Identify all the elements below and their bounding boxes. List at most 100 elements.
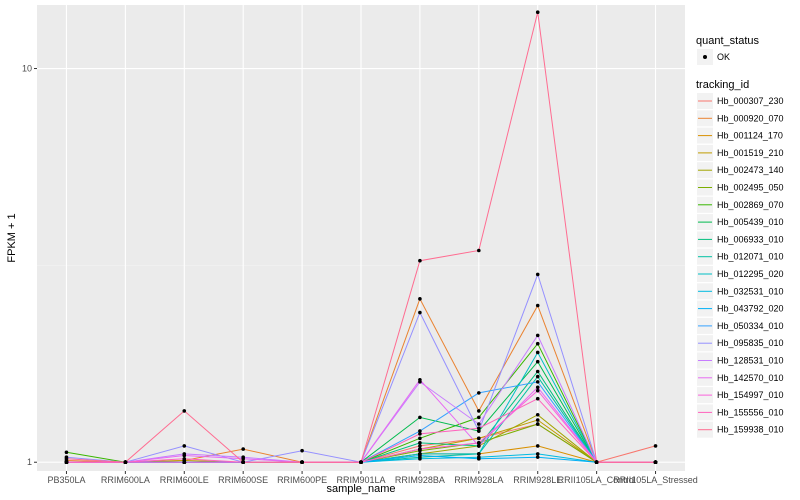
data-point — [300, 460, 304, 465]
legend-series-label: Hb_000920_070 — [717, 113, 784, 123]
data-point — [64, 457, 69, 461]
x-tick-label: RRIM600LA — [101, 475, 150, 485]
data-point — [477, 248, 481, 253]
data-point — [64, 450, 69, 455]
legend-series-label: Hb_005439_010 — [717, 217, 784, 227]
x-tick-label: RRII105LA_Stressed — [613, 475, 698, 485]
data-point — [653, 444, 658, 448]
data-point — [535, 422, 540, 426]
data-point — [535, 444, 540, 448]
data-point — [477, 444, 481, 448]
legend-title-quant-status: quant_status — [696, 35, 759, 47]
x-tick-label: RRIM600PE — [277, 475, 327, 485]
x-tick-label: RRIM928BA — [395, 475, 445, 485]
data-point — [594, 460, 599, 465]
x-tick-label: RRIM600LE — [160, 475, 209, 485]
legend-series-label: Hb_002495_050 — [717, 183, 784, 193]
data-point — [535, 412, 540, 417]
data-point — [241, 457, 245, 461]
data-point — [535, 359, 540, 364]
legend-series-label: Hb_128531_010 — [717, 356, 784, 366]
data-point — [477, 452, 481, 456]
legend-point-entries: OK — [697, 49, 730, 65]
data-point — [535, 272, 540, 277]
legend-point-label: OK — [717, 52, 730, 62]
data-point — [418, 447, 422, 451]
data-point — [418, 432, 422, 436]
legend-series-label: Hb_001124_170 — [717, 131, 783, 141]
data-point — [477, 422, 481, 426]
legend-series-label: Hb_000307_230 — [717, 96, 784, 106]
data-point — [535, 380, 540, 384]
x-tick-label: RRIM928LE — [513, 475, 562, 485]
data-point — [477, 415, 481, 420]
data-point — [477, 441, 481, 445]
legend-series-label: Hb_142570_010 — [717, 373, 784, 383]
data-point — [182, 444, 187, 448]
legend-series-label: Hb_155556_010 — [717, 407, 784, 417]
legend-line-entries: Hb_000307_230 Hb_000920_070 Hb_001124_170 H… — [697, 93, 784, 438]
data-point — [418, 453, 422, 458]
data-point — [300, 448, 304, 453]
y-axis: 1 10 — [22, 64, 37, 467]
x-axis-title: sample_name — [326, 483, 395, 495]
legend-series-label: Hb_032531_010 — [717, 286, 784, 296]
data-point — [241, 460, 245, 465]
x-tick-label: RRIM600SE — [218, 475, 268, 485]
data-point — [653, 460, 658, 465]
data-point — [359, 460, 363, 465]
data-point — [535, 388, 540, 393]
y-axis-title: FPKM + 1 — [6, 213, 18, 262]
data-point — [418, 436, 422, 441]
legend-series-label: Hb_050334_010 — [717, 321, 784, 331]
data-point — [535, 396, 540, 401]
legend-series-label: Hb_043792_020 — [717, 304, 784, 314]
data-point — [477, 426, 481, 431]
x-tick-label: RRIM928LA — [454, 475, 503, 485]
data-point — [64, 460, 69, 465]
data-point — [182, 457, 187, 461]
data-point — [535, 455, 540, 459]
legend-title-tracking-id: tracking_id — [696, 79, 749, 91]
y-tick-label: 10 — [22, 64, 32, 74]
y-tick-label: 1 — [27, 457, 32, 467]
data-point — [182, 460, 187, 465]
legend-series-label: Hb_012071_010 — [717, 252, 784, 262]
data-point — [418, 258, 422, 263]
data-point — [418, 415, 422, 420]
data-point — [477, 436, 481, 441]
data-point — [535, 385, 540, 390]
data-point — [535, 452, 540, 456]
data-point — [418, 457, 422, 461]
data-point — [535, 333, 540, 338]
data-point — [477, 409, 481, 413]
data-point — [477, 457, 481, 461]
data-point — [418, 310, 422, 315]
data-point — [535, 341, 540, 346]
x-tick-label: RRII105LA_Control — [558, 475, 636, 485]
data-point — [182, 453, 187, 458]
data-point — [535, 303, 540, 308]
legend-series-label: Hb_002869_070 — [717, 200, 784, 210]
data-point — [477, 429, 481, 433]
data-point — [535, 369, 540, 374]
legend-series-label: Hb_095835_010 — [717, 338, 784, 348]
data-point — [535, 10, 540, 15]
x-axis: PB350LA RRIM600LA RRIM600LE RRIM600SE RRIM60… — [47, 471, 698, 485]
data-point — [535, 350, 540, 355]
data-point — [418, 444, 422, 448]
data-point — [123, 460, 128, 465]
legend-series-label: Hb_159938_010 — [717, 425, 784, 435]
data-point — [535, 418, 540, 422]
data-point — [182, 409, 187, 413]
legend-point-key — [703, 55, 707, 59]
data-point — [418, 441, 422, 445]
data-point — [535, 374, 540, 379]
legend-series-label: Hb_154997_010 — [717, 390, 784, 400]
x-tick-label: PB350LA — [47, 475, 85, 485]
legend-series-label: Hb_001519_210 — [717, 148, 784, 158]
data-point — [418, 429, 422, 433]
legend-series-label: Hb_002473_140 — [717, 165, 784, 175]
